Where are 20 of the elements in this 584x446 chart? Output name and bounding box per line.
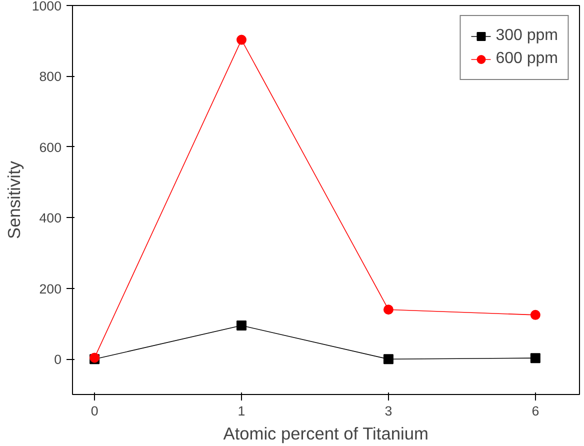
point xyxy=(383,304,394,315)
y-tick-label: 600 xyxy=(39,140,62,155)
legend-label: 600 ppm xyxy=(496,50,558,68)
x-axis-title: Atomic percent of Titanium xyxy=(223,424,428,444)
x-tick-label: 1 xyxy=(238,404,246,418)
x-tick-label: 6 xyxy=(532,404,540,418)
y-tick-label: 1000 xyxy=(32,0,62,14)
legend-label: 300 ppm xyxy=(496,27,558,45)
y-tick-label: 200 xyxy=(39,281,62,296)
point xyxy=(530,310,540,320)
point xyxy=(383,354,394,364)
y-tick-label: 0 xyxy=(54,352,62,368)
x-tick-label: 0 xyxy=(90,404,98,418)
point xyxy=(236,34,246,45)
y-tick-label: 800 xyxy=(39,69,62,84)
y-tick-label: 400 xyxy=(39,210,62,226)
y-axis-title: Sensitivity xyxy=(4,160,24,239)
point xyxy=(236,320,246,331)
x-tick-label: 3 xyxy=(384,404,392,418)
point xyxy=(530,353,540,364)
